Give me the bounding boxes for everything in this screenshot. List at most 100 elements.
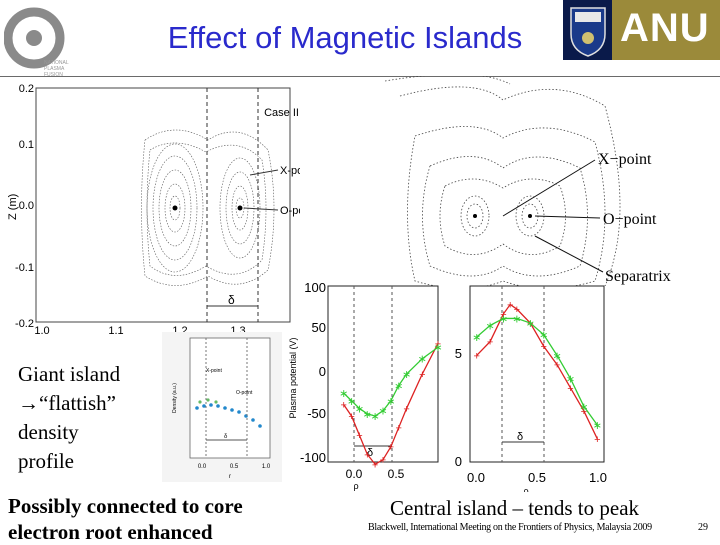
- central-island-caption: Central island – tends to peak: [390, 496, 640, 520]
- density-inset-plot: X-point O-point δ Density (a.u.) 0.0 0.5…: [162, 332, 282, 482]
- data-point: +: [356, 430, 362, 442]
- data-point: +: [594, 434, 600, 446]
- data-point: ∗: [552, 350, 561, 362]
- x-point-label: X-point: [280, 165, 300, 177]
- data-point: +: [340, 400, 346, 412]
- inset-xtick: 1.0: [262, 464, 271, 470]
- ytick: 0.0: [19, 200, 34, 212]
- data-point: ∗: [363, 409, 372, 421]
- data-point: ∗: [402, 369, 411, 381]
- xtick: 1.0: [34, 325, 49, 335]
- delta-label: δ: [228, 293, 235, 307]
- data-point: +: [388, 442, 394, 454]
- data-point: ∗: [539, 330, 548, 342]
- data-point: +: [514, 304, 520, 316]
- case-label: Case III: [264, 107, 300, 119]
- data-point: +: [348, 411, 354, 423]
- caption-line: →“flattish”: [18, 391, 116, 415]
- ytick: -0.2: [15, 318, 34, 330]
- o-point-label: O-point: [280, 205, 300, 217]
- xtick: 1.1: [108, 325, 123, 335]
- ytick: 0: [319, 364, 326, 379]
- plasma-lab-logo: [3, 6, 94, 86]
- data-point: ∗: [526, 318, 535, 330]
- series-line-0: [343, 343, 439, 466]
- data-point: ∗: [371, 411, 380, 423]
- data-point: +: [500, 309, 506, 321]
- ytick: -100: [300, 450, 326, 465]
- caption-line: Giant island: [18, 362, 121, 386]
- ytick: -0.1: [15, 262, 34, 274]
- delta-label: δ: [517, 431, 523, 443]
- caption-line: profile: [18, 449, 74, 473]
- separatrix-label: Separatrix: [605, 268, 671, 285]
- ytick: 5: [455, 346, 462, 361]
- ytick: 0.1: [19, 139, 34, 151]
- data-point: ∗: [355, 403, 364, 415]
- poincare-plot-right: X−point O−point Separatrix: [385, 76, 671, 286]
- caption-line: density: [18, 420, 79, 444]
- inset-x-point-label: X-point: [206, 368, 222, 374]
- inset-ylabel: Density (a.u.): [172, 383, 178, 413]
- data-point: ∗: [433, 342, 442, 354]
- data-point: +: [403, 403, 409, 415]
- giant-island-caption: Giant island →“flattish” density profile: [18, 360, 120, 476]
- footer-citation: Blackwell, International Meeting on the …: [368, 522, 652, 533]
- data-point: +: [419, 369, 425, 381]
- data-point: ∗: [386, 396, 395, 408]
- y-axis-label: Plasma potential (V): [288, 337, 298, 418]
- data-point: +: [540, 341, 546, 353]
- data-point: ∗: [512, 313, 521, 325]
- o-point-label: O−point: [603, 211, 657, 228]
- inset-xtick: 0.5: [230, 464, 239, 470]
- data-point: +: [527, 318, 533, 330]
- data-point: +: [554, 360, 560, 372]
- data-point: +: [507, 300, 513, 312]
- data-point: +: [487, 337, 493, 349]
- logo-caption: NATIONAL PLASMA FUSION: [44, 60, 69, 78]
- data-point: +: [364, 449, 370, 461]
- ytick: 0: [455, 454, 462, 469]
- data-point: ∗: [566, 374, 575, 386]
- data-point: ∗: [593, 420, 602, 432]
- x-axis-label: ρ: [353, 481, 358, 491]
- data-point: +: [380, 455, 386, 467]
- data-point: ∗: [579, 401, 588, 413]
- delta-label: δ: [367, 447, 373, 459]
- xtick: 0.0: [467, 470, 485, 485]
- xtick: 1.2: [172, 325, 187, 335]
- series-line-1: [476, 317, 598, 426]
- data-point: ∗: [378, 406, 387, 418]
- data-point: ∗: [339, 388, 348, 400]
- xtick: 1.0: [589, 470, 607, 485]
- ytick: 0.2: [19, 83, 34, 95]
- data-point: +: [473, 350, 479, 362]
- data-point: ∗: [472, 332, 481, 344]
- anu-logo-background: [612, 0, 720, 60]
- anu-logo-text: ANU: [620, 6, 710, 50]
- profile-chart: δ ++++ +++++++∗∗∗ ∗ ∗∗∗∗∗∗ 5 0 0.0 0.5 1.0 …: [455, 285, 607, 492]
- x-axis-label: ρ: [523, 486, 528, 492]
- ytick: -50: [307, 406, 326, 421]
- data-point: ∗: [485, 320, 494, 332]
- inset-xlabel: r: [229, 474, 231, 480]
- inset-xtick: 0.0: [198, 464, 207, 470]
- xtick: 1.3: [230, 325, 245, 335]
- inset-delta-label: δ: [224, 434, 228, 440]
- university-crest-icon: [563, 0, 613, 60]
- data-point: +: [567, 383, 573, 395]
- core-connection-caption-line2: electron root enhanced: [8, 520, 213, 544]
- xtick: 0.5: [528, 470, 546, 485]
- xtick: 0.5: [388, 467, 405, 481]
- data-point: +: [435, 338, 441, 350]
- xtick: 0.0: [346, 467, 363, 481]
- slide-number: 29: [698, 522, 708, 533]
- ytick: 50: [312, 320, 326, 335]
- data-point: +: [372, 459, 378, 471]
- data-point: ∗: [499, 313, 508, 325]
- data-point: ∗: [347, 396, 356, 408]
- x-point-label: X−point: [598, 151, 652, 168]
- data-point: +: [581, 406, 587, 418]
- core-connection-caption: Possibly connected to core: [8, 494, 243, 518]
- poincare-plot-left: Case III X-point O-point δ Z (m) 0.2 0.1…: [7, 83, 300, 335]
